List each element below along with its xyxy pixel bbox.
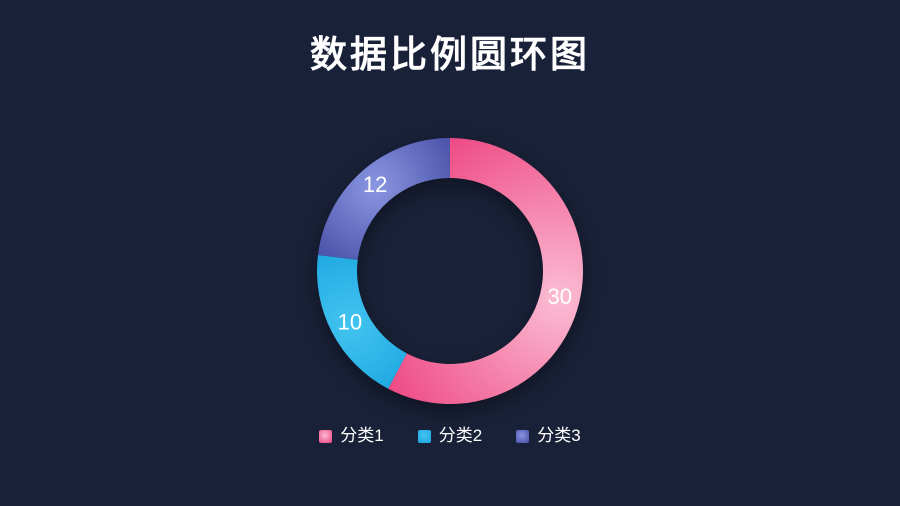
donut-data-labels: 30 10 12 bbox=[338, 172, 572, 334]
legend-item-3: 分类3 bbox=[516, 426, 581, 446]
legend-label: 分类3 bbox=[537, 426, 581, 445]
data-label-1: 30 bbox=[547, 284, 571, 309]
donut-segment-1 bbox=[388, 138, 583, 404]
data-label-3: 12 bbox=[363, 172, 387, 197]
data-label-2: 10 bbox=[338, 309, 362, 334]
legend-label: 分类1 bbox=[340, 426, 384, 445]
chart-legend: 分类1 分类2 分类3 bbox=[0, 426, 900, 446]
chart-title: 数据比例圆环图 bbox=[310, 34, 590, 75]
legend-item-1: 分类1 bbox=[319, 426, 384, 446]
legend-swatch-icon bbox=[417, 429, 431, 443]
legend-label: 分类2 bbox=[438, 426, 483, 445]
legend-item-2: 分类2 bbox=[417, 426, 483, 446]
legend-swatch-icon bbox=[516, 429, 530, 443]
donut-segment-2 bbox=[316, 254, 407, 389]
donut-segment-3 bbox=[317, 138, 450, 260]
donut-ring bbox=[316, 138, 583, 404]
legend-swatch-icon bbox=[319, 429, 333, 443]
